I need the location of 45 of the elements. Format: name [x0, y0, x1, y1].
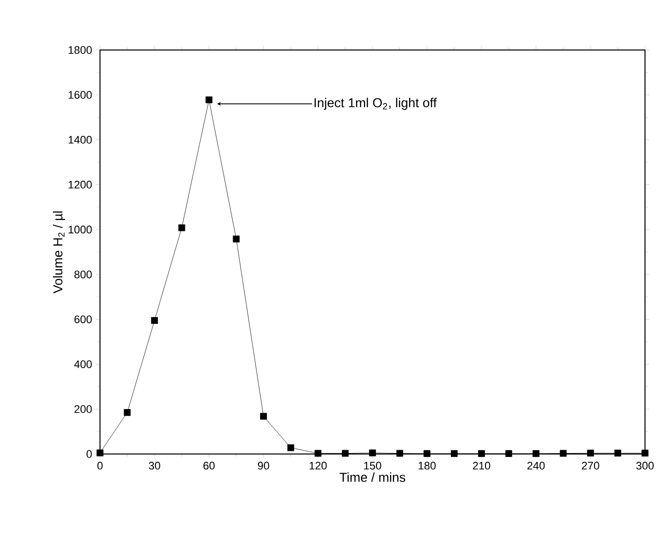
point	[151, 317, 158, 324]
annotation: Inject 1ml O$_{2}$, light off	[314, 98, 437, 110]
y-tick-label: 0	[86, 450, 92, 458]
x-tick-label: 300	[636, 462, 654, 470]
x-axis-title: Time / mins	[340, 472, 406, 482]
x-tick-label: 30	[148, 462, 160, 470]
point	[642, 450, 648, 456]
point	[424, 450, 430, 457]
point	[587, 450, 594, 456]
x-tick-label: 270	[582, 462, 600, 470]
y-tick-label: 1200	[68, 180, 92, 189]
point	[287, 444, 294, 452]
x-tick-label: 0	[97, 462, 103, 470]
y-tick-label: 1000	[68, 226, 92, 234]
y-tick-label: 1600	[68, 91, 92, 99]
x-tick-label: 240	[527, 462, 545, 470]
point	[396, 450, 404, 457]
point	[505, 450, 512, 457]
point	[206, 96, 212, 104]
x-tick-label: 150	[364, 462, 382, 470]
y-tick-label: 600	[74, 315, 92, 324]
x-tick-label: 210	[472, 462, 490, 470]
x-tick-label: 120	[310, 462, 327, 470]
point	[450, 450, 458, 457]
point	[124, 409, 131, 416]
x-tick-label: 60	[203, 462, 215, 470]
point	[314, 450, 322, 457]
y-tick-label: 1400	[68, 136, 92, 144]
point	[260, 412, 267, 420]
point	[560, 450, 567, 457]
y-axis-title: Volume H$_{2}$ / µl	[52, 211, 65, 294]
point	[478, 450, 485, 457]
point	[532, 450, 540, 457]
y-tick-label: 400	[74, 360, 92, 368]
y-tick-label: 200	[74, 405, 92, 413]
point	[96, 449, 104, 456]
x-tick-label: 90	[258, 462, 270, 470]
point	[178, 224, 186, 232]
point	[232, 236, 240, 242]
y-tick-label: 800	[74, 270, 92, 278]
point	[614, 450, 622, 456]
point	[369, 449, 376, 456]
x-tick-label: 180	[418, 462, 436, 470]
y-tick-label: 1800	[68, 46, 92, 54]
point	[342, 450, 349, 457]
